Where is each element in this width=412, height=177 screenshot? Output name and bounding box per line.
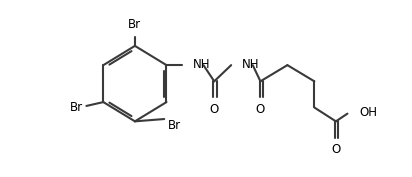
Text: O: O [331, 143, 340, 156]
Text: NH: NH [193, 58, 210, 71]
Text: OH: OH [360, 106, 378, 119]
Text: Br: Br [129, 18, 141, 31]
Text: O: O [210, 103, 219, 116]
Text: Br: Br [70, 101, 82, 114]
Text: NH: NH [242, 58, 260, 71]
Text: O: O [256, 103, 265, 116]
Text: Br: Br [168, 119, 181, 132]
